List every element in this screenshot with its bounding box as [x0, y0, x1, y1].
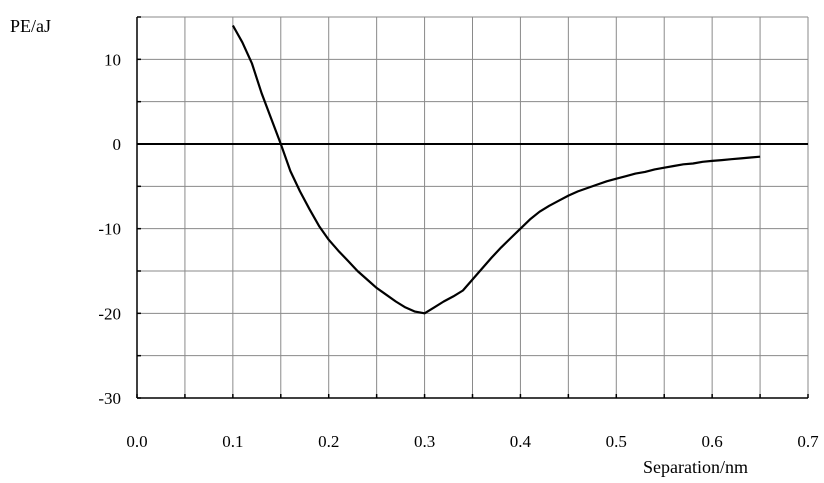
y-tick-label: -30: [98, 389, 121, 408]
y-tick-marks: [137, 16, 141, 399]
series-group: [231, 24, 761, 315]
y-axis-label: PE/aJ: [10, 16, 51, 36]
x-tick-label: 0.5: [606, 432, 627, 451]
y-tick-label: 0: [113, 135, 122, 154]
x-axis-label: Separation/nm: [643, 457, 748, 477]
x-tick-label: 0.7: [797, 432, 819, 451]
x-tick-label: 0.4: [510, 432, 532, 451]
y-tick-labels: -30 -20 -10 0 10: [98, 50, 121, 408]
x-tick-labels: 0.0 0.1 0.2 0.3 0.4 0.5 0.6 0.7: [126, 432, 819, 451]
y-tick-label: -10: [98, 220, 121, 239]
x-tick-label: 0.6: [702, 432, 723, 451]
x-tick-label: 0.0: [126, 432, 147, 451]
y-tick-label: -20: [98, 304, 121, 323]
series-line: [231, 24, 761, 315]
grid: [137, 16, 809, 398]
x-tick-label: 0.3: [414, 432, 435, 451]
x-tick-label: 0.2: [318, 432, 339, 451]
y-tick-label: 10: [104, 50, 121, 69]
x-tick-label: 0.1: [222, 432, 243, 451]
